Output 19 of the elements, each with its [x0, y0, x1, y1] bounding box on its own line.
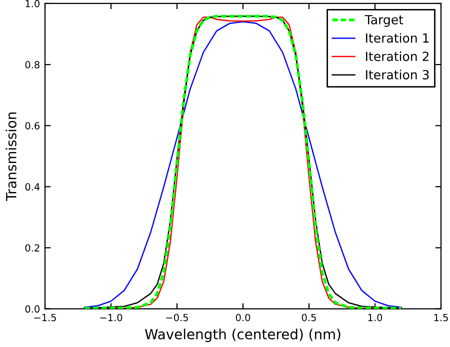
y-tick-label: 0.8: [25, 61, 40, 68]
legend-label: Iteration 1: [366, 33, 429, 43]
x-tick-label: −0.5: [166, 314, 188, 322]
x-tick-label: 0.0: [236, 314, 250, 322]
x-tick-label: 0.5: [302, 314, 316, 322]
legend-label: Iteration 2: [366, 51, 428, 62]
x-tick-label: 1.5: [434, 314, 448, 322]
legend-label: Target: [364, 15, 404, 27]
x-tick-label: −1.0: [100, 314, 122, 322]
y-tick-label: 0.6: [25, 122, 40, 130]
y-tick-label: 1.0: [26, 0, 40, 8]
y-tick-label: 0.2: [25, 244, 40, 252]
y-tick-label: 0.4: [25, 183, 40, 191]
x-tick-label: 1.0: [368, 314, 382, 322]
y-tick-label: 0.0: [25, 305, 40, 313]
legend-label: Iteration 3: [366, 70, 429, 80]
y-axis-title: Transmission: [6, 112, 16, 202]
x-tick-label: −1.5: [34, 314, 56, 322]
x-axis-title: Wavelength (centered) (nm): [144, 328, 340, 342]
